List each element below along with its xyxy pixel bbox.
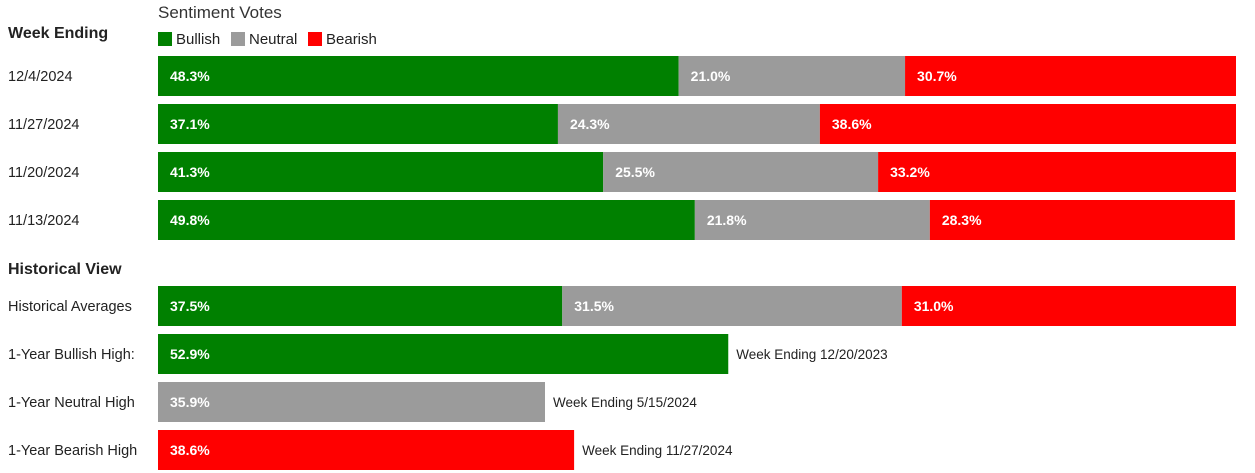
high-row-bearish-bar (158, 430, 575, 470)
week-row-1-bullish-bar (158, 56, 679, 96)
legend-swatch-bearish (308, 32, 322, 46)
week-row-2-bearish-bar (819, 104, 1236, 144)
week-row-3-neutral-value: 25.5% (615, 164, 655, 180)
high-row-bearish-value: 38.6% (170, 442, 210, 458)
week-row-1-label: 12/4/2024 (8, 69, 73, 85)
high-row-neutral-note: Week Ending 5/15/2024 (553, 395, 697, 410)
legend-label-bullish: Bullish (176, 31, 220, 48)
week-row-3-bullish-bar (158, 152, 604, 192)
week-row-4-label: 11/13/2024 (8, 213, 80, 229)
bars-group: 12/4/2024 48.3% 21.0% 30.7% 11/27/2024 37.1% 2… (8, 56, 1236, 470)
week-row-4-neutral-bar (694, 200, 930, 240)
week-row-2-bearish-value: 38.6% (832, 116, 872, 132)
high-row-bullish-value: 52.9% (170, 346, 210, 362)
high-row-bullish-note: Week Ending 12/20/2023 (736, 347, 887, 362)
week-row-1-bullish-value: 48.3% (170, 68, 210, 84)
week-row-2-label: 11/27/2024 (8, 117, 80, 133)
historical-averages-row-bearish-bar (901, 286, 1236, 326)
historical-averages-row-bullish-value: 37.5% (170, 298, 210, 314)
legend-label-neutral: Neutral (249, 31, 297, 48)
week-row-3-bearish-bar (878, 152, 1236, 192)
high-row-bullish-label: 1-Year Bullish High: (8, 347, 135, 363)
week-row-2-neutral-bar (557, 104, 820, 144)
historical-averages-row-label: Historical Averages (8, 299, 132, 315)
week-row-4-bearish-value: 28.3% (942, 212, 982, 228)
week-row-3-bullish-value: 41.3% (170, 164, 210, 180)
chart-title: Sentiment Votes (158, 3, 282, 22)
legend-swatch-bullish (158, 32, 172, 46)
legend-swatch-neutral (231, 32, 245, 46)
week-row-1-neutral-value: 21.0% (691, 68, 731, 84)
historical-view-heading: Historical View (8, 261, 122, 278)
high-row-neutral-value: 35.9% (170, 394, 210, 410)
week-row-3-label: 11/20/2024 (8, 165, 80, 181)
week-row-3-neutral-bar (603, 152, 879, 192)
high-row-neutral-bar (158, 382, 546, 422)
week-row-2-bullish-bar (158, 104, 558, 144)
high-row-neutral-label: 1-Year Neutral High (8, 395, 135, 411)
week-row-4-bearish-bar (929, 200, 1235, 240)
week-row-3-bearish-value: 33.2% (890, 164, 930, 180)
legend-label-bearish: Bearish (326, 31, 377, 48)
week-ending-heading: Week Ending (8, 25, 108, 42)
week-row-1-bearish-value: 30.7% (917, 68, 957, 84)
week-row-4-bullish-value: 49.8% (170, 212, 210, 228)
legend: Bullish Neutral Bearish (158, 31, 377, 48)
week-row-4-bullish-bar (158, 200, 695, 240)
week-row-2-neutral-value: 24.3% (570, 116, 610, 132)
historical-averages-row-bullish-bar (158, 286, 563, 326)
week-row-1-bearish-bar (905, 56, 1236, 96)
high-row-bearish-label: 1-Year Bearish High (8, 443, 137, 459)
high-row-bearish-note: Week Ending 11/27/2024 (582, 443, 733, 458)
week-row-2-bullish-value: 37.1% (170, 116, 210, 132)
historical-averages-row-bearish-value: 31.0% (914, 298, 954, 314)
week-row-4-neutral-value: 21.8% (707, 212, 747, 228)
high-row-bullish-bar (158, 334, 729, 374)
historical-averages-row-neutral-value: 31.5% (574, 298, 614, 314)
week-row-1-neutral-bar (678, 56, 906, 96)
historical-averages-row-neutral-bar (562, 286, 902, 326)
